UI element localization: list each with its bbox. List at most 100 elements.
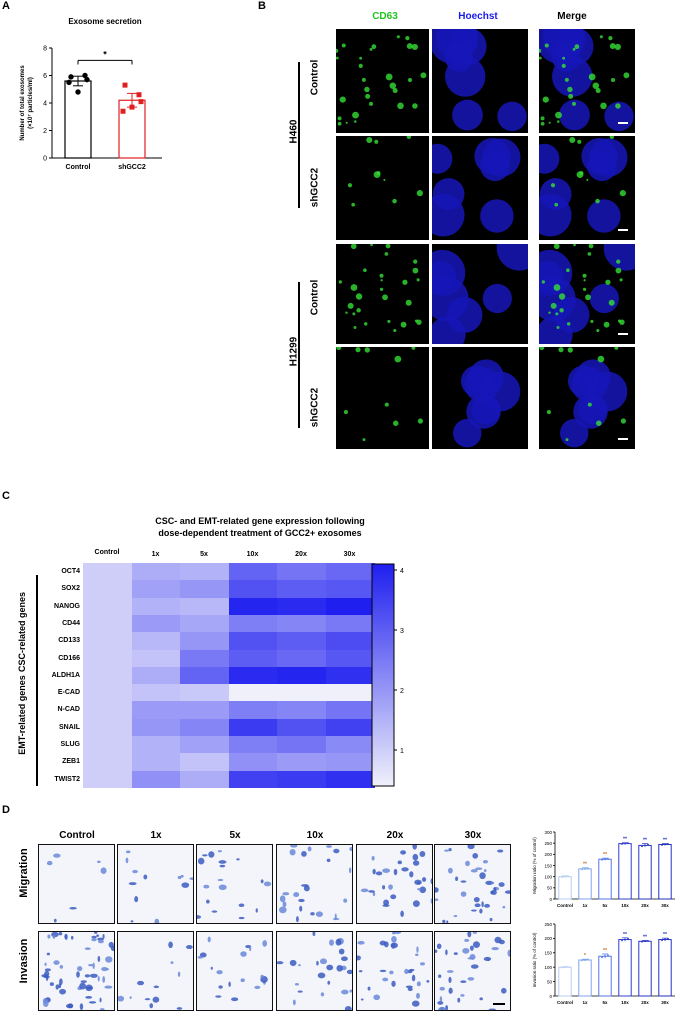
chart-d2-significance: ** — [663, 932, 667, 938]
chart-d1-ytick: 50 — [547, 886, 553, 891]
transwell-image-invasion-20x — [356, 931, 433, 1011]
heatmap-cell — [325, 597, 375, 616]
heatmap-cell — [325, 632, 375, 650]
heatmap-cell — [180, 684, 229, 702]
condition-label-shgcc2-h460: shGCC2 — [309, 167, 321, 208]
chart-d2-bar-5x — [598, 955, 612, 997]
heatmap-cell — [131, 736, 181, 754]
chart-d1-significance: ** — [603, 852, 607, 858]
transwell-image-migration-30x — [434, 844, 511, 924]
channel-header-merge: Merge — [557, 11, 587, 22]
chart-d2-bar-control — [558, 966, 572, 997]
micro-image-cd63-row2 — [336, 136, 429, 240]
heatmap-cell — [131, 718, 181, 737]
heatmap-cell — [83, 753, 132, 772]
heatmap-cell — [131, 614, 181, 633]
transwell-image-migration-10x — [276, 844, 353, 924]
heatmap-cell — [277, 597, 326, 616]
heatmap-row-label: E-CAD — [57, 689, 80, 697]
transwell-col-label: 30x — [464, 830, 482, 841]
chart-d1-significance: ** — [663, 838, 667, 844]
chart-d2-ylabel: Invasion ratio (% of control) — [532, 932, 537, 987]
heatmap-cell — [228, 770, 278, 789]
chart-d1-bar-5x — [598, 858, 612, 900]
channel-header-hoechst: Hoechst — [458, 11, 498, 22]
chart-d1-significance: ** — [583, 862, 587, 868]
heatmap-row-label: NANOG — [53, 602, 80, 610]
chart-d1-xtick: 1x — [582, 903, 588, 908]
heatmap-cell — [277, 753, 326, 772]
heatmap-cell — [325, 666, 375, 685]
transwell-col-label: 10x — [306, 830, 324, 841]
scale-bar — [618, 122, 628, 124]
chart-d1-bar-20x — [638, 844, 652, 900]
heatmap-cell — [180, 718, 229, 737]
heatmap-cell — [83, 563, 132, 581]
chart-a-ytick: 4 — [43, 101, 47, 108]
transwell-image-migration-5x — [196, 844, 273, 924]
condition-label-control-h460: Control — [309, 59, 321, 96]
chart-a-xtick: shGCC2 — [118, 164, 146, 171]
heatmap-row-label: N-CAD — [57, 706, 80, 714]
scale-bar — [493, 1003, 505, 1005]
colorbar-tick: 3 — [400, 628, 404, 635]
chart-d1-bar-1x — [578, 868, 592, 900]
chart-a-ytick: 8 — [43, 46, 47, 53]
scale-bar — [618, 229, 628, 231]
condition-label-control-h1299: Control — [309, 279, 321, 316]
heatmap-cell — [325, 701, 375, 720]
colorbar-tick: 2 — [400, 688, 404, 695]
heatmap-row-label: ZEB1 — [62, 758, 80, 766]
chart-d2-xtick: 20x — [641, 1000, 649, 1005]
heatmap-cell — [325, 753, 375, 772]
panel-label-b: B — [258, 0, 266, 12]
heatmap-cell — [180, 597, 229, 616]
transwell-image-invasion-5x — [196, 931, 273, 1011]
heatmap-cell — [131, 770, 181, 789]
heatmap-row-label: CD166 — [58, 654, 80, 662]
heatmap-col-label: 1x — [151, 551, 160, 558]
chart-d1-significance: ** — [643, 838, 647, 844]
chart-d1-ytick: 150 — [544, 863, 552, 868]
chart-d2-significance: ** — [623, 932, 627, 938]
chart-d2-ytick: 150 — [544, 951, 552, 956]
transwell-image-migration-20x — [356, 844, 433, 924]
heatmap-cell — [228, 580, 278, 599]
chart-a-point — [82, 72, 88, 79]
chart-a-ytick: 0 — [43, 156, 47, 163]
heatmap-cell — [83, 580, 132, 599]
heatmap-cell — [228, 597, 278, 616]
heatmap-cell — [325, 563, 375, 581]
cell-line-bracket-h460 — [298, 62, 300, 208]
chart-d2-bar-10x — [618, 939, 632, 997]
heatmap-cell — [325, 614, 375, 633]
chart-a-title: Exosome secretion — [68, 17, 141, 26]
chart-d2-ytick: 50 — [547, 979, 553, 984]
heatmap-cell — [180, 736, 229, 754]
chart-a-significance: * — [103, 49, 107, 59]
micro-image-cd63-row1 — [336, 29, 429, 133]
micro-image-cd63-row3 — [336, 244, 429, 344]
heatmap-col-label: 20x — [295, 551, 307, 558]
heatmap-cell — [131, 666, 181, 685]
heatmap-row-label: OCT4 — [61, 568, 80, 575]
chart-d1-ylabel: Migration ratio (% of control) — [532, 837, 537, 894]
chart-d2-bar-20x — [638, 940, 652, 997]
transwell-col-label: 20x — [386, 830, 404, 841]
heatmap-cell — [277, 736, 326, 754]
transwell-image-migration-control — [38, 844, 115, 924]
transwell-image-invasion-10x — [276, 931, 353, 1011]
heatmap-cell — [180, 770, 229, 789]
exosome-secretion-chart: Exosome secretion 0 2 4 6 8 Number of total ex… — [20, 17, 162, 171]
heatmap-col-label: 10x — [246, 551, 259, 558]
row-label-migration: Migration — [18, 848, 30, 898]
chart-a-point — [122, 82, 128, 88]
heatmap-cell — [228, 718, 278, 737]
scale-bar — [618, 333, 628, 335]
heatmap-cell — [325, 770, 375, 789]
heatmap-cell — [277, 632, 326, 650]
heatmap-cell — [83, 701, 132, 720]
condition-label-shgcc2-h1299: shGCC2 — [309, 387, 321, 428]
chart-d2-xtick: 1x — [582, 1000, 588, 1005]
heatmap-cell — [277, 684, 326, 702]
